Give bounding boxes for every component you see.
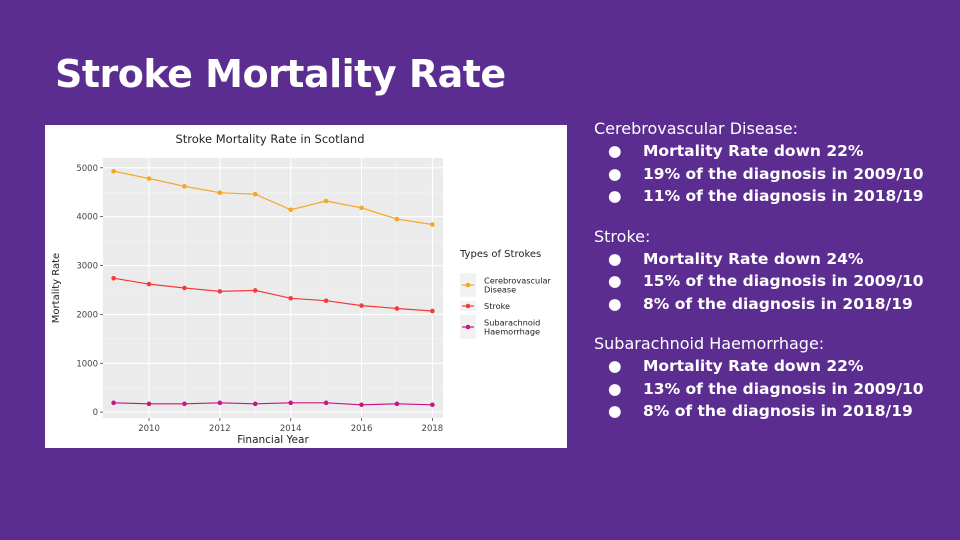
note-bullet: ● 8% of the diagnosis in 2018/19: [594, 293, 954, 316]
data-point: [182, 401, 187, 407]
note-bullet: ● Mortality Rate down 22%: [594, 355, 954, 378]
note-bullet-list: ● Mortality Rate down 22% ● 13% of the diag…: [594, 355, 954, 423]
data-point: [288, 400, 294, 406]
plot-background: [103, 158, 443, 418]
data-point: [359, 205, 364, 211]
data-point: [146, 401, 152, 407]
legend-title: Types of Strokes: [459, 249, 541, 260]
series-line-1: [113, 277, 433, 312]
bullet-dot-icon: ●: [608, 379, 622, 398]
data-point: [394, 306, 400, 311]
data-point: [111, 275, 116, 281]
note-bullet: ● 19% of the diagnosis in 2009/10: [594, 163, 954, 186]
data-point: [146, 281, 152, 287]
data-point: [217, 289, 223, 294]
note-bullet-text: 13% of the diagnosis in 2009/10: [643, 379, 924, 398]
note-bullet: ● 13% of the diagnosis in 2009/10: [594, 378, 954, 401]
x-tick-label: 2010: [138, 424, 160, 434]
data-point: [394, 401, 400, 407]
slide-title: Stroke Mortality Rate: [55, 52, 506, 96]
summary-notes: Cerebrovascular Disease: ● Mortality Rate …: [594, 118, 954, 441]
data-point: [111, 400, 116, 406]
y-tick-label: 5000: [76, 164, 98, 174]
chart-title: Stroke Mortality Rate in Scotland: [175, 132, 364, 146]
note-heading: Cerebrovascular Disease:: [594, 119, 799, 138]
note-bullet-text: 11% of the diagnosis in 2018/19: [643, 187, 924, 205]
bullet-dot-icon: ●: [608, 187, 622, 205]
data-point: [430, 402, 435, 408]
data-point: [217, 400, 223, 406]
data-point: [288, 295, 294, 301]
data-point: [252, 191, 258, 197]
y-axis-label: Mortality Rate: [51, 253, 62, 323]
note-heading: Stroke:: [594, 226, 651, 246]
data-point: [323, 400, 329, 406]
bullet-dot-icon: ●: [608, 142, 622, 160]
y-tick-label: 2000: [76, 310, 98, 320]
note-bullet-list: ● Mortality Rate down 22% ● 19% of the diag…: [594, 140, 954, 208]
data-point: [252, 401, 258, 407]
chart-panel: Stroke Mortality Rate in Scotland 0 1000 2…: [45, 125, 567, 448]
y-tick-label: 4000: [76, 213, 98, 223]
series-line-2: [113, 402, 433, 406]
legend-key-point: [465, 303, 471, 309]
data-point: [182, 285, 187, 291]
bullet-dot-icon: ●: [608, 294, 622, 313]
x-tick-label: 2018: [422, 424, 444, 434]
y-tick-label: 3000: [76, 262, 98, 272]
bullet-dot-icon: ●: [608, 402, 622, 420]
note-bullet: ● 11% of the diagnosis in 2018/19: [594, 185, 954, 208]
data-point: [323, 198, 329, 204]
legend-label: Stroke: [484, 301, 510, 311]
note-bullet: ● Mortality Rate down 24%: [594, 248, 954, 271]
data-point: [430, 222, 435, 227]
series-line-0: [113, 170, 433, 226]
legend-key-point: [465, 324, 471, 330]
data-point: [146, 176, 152, 181]
legend-label: Cerebrovascular Disease: [484, 276, 551, 295]
note-group: Stroke: ● Mortality Rate down 24% ● 15% of t…: [594, 226, 954, 316]
data-point: [111, 168, 116, 174]
note-bullet: ● 15% of the diagnosis in 2009/10: [594, 270, 954, 293]
data-marks: [111, 168, 435, 408]
note-group: Subarachnoid Haemorrhage: ● Mortality Rate…: [594, 333, 954, 423]
data-point: [217, 190, 223, 195]
x-tick-label: 2012: [209, 424, 231, 434]
note-bullet-text: Mortality Rate down 22%: [643, 142, 864, 160]
bullet-dot-icon: ●: [608, 249, 622, 268]
data-point: [252, 288, 258, 293]
bullet-dot-icon: ●: [608, 164, 622, 183]
legend-key-point: [465, 282, 471, 288]
data-point: [359, 303, 364, 308]
note-bullet-text: 8% of the diagnosis in 2018/19: [643, 402, 913, 420]
legend-label: Subarachnoid Haemorrhage: [484, 318, 540, 337]
y-tick-label: 1000: [76, 359, 98, 369]
note-bullet-text: Mortality Rate down 22%: [643, 357, 864, 375]
bullet-dot-icon: ●: [608, 357, 622, 375]
bullet-dot-icon: ●: [608, 272, 622, 290]
data-point: [394, 216, 400, 222]
data-point: [359, 402, 364, 408]
data-point: [323, 298, 329, 304]
data-point: [182, 184, 187, 189]
grid-lines: [103, 158, 443, 418]
axes: 0 1000 2000 3000 4000 5000 2010 2012 2014 2016 201…: [76, 164, 443, 434]
note-bullet-text: 8% of the diagnosis in 2018/19: [643, 294, 913, 313]
data-point: [430, 308, 435, 314]
note-bullet-text: 15% of the diagnosis in 2009/10: [643, 272, 924, 290]
note-bullet: ● 8% of the diagnosis in 2018/19: [594, 400, 954, 423]
note-heading: Subarachnoid Haemorrhage:: [594, 334, 825, 353]
y-tick-label: 0: [93, 408, 98, 418]
mortality-line-chart: Stroke Mortality Rate in Scotland 0 1000 2…: [51, 132, 551, 446]
note-group: Cerebrovascular Disease: ● Mortality Rate …: [594, 118, 954, 208]
data-point: [288, 207, 294, 213]
note-bullet-list: ● Mortality Rate down 24% ● 15% of the diag…: [594, 248, 954, 316]
legend: Cerebrovascular Disease Stroke Subarachnoid…: [460, 273, 551, 339]
x-tick-label: 2014: [280, 424, 302, 434]
note-bullet-text: 19% of the diagnosis in 2009/10: [643, 164, 924, 183]
note-bullet-text: Mortality Rate down 24%: [643, 249, 864, 268]
x-tick-label: 2016: [351, 424, 373, 434]
note-bullet: ● Mortality Rate down 22%: [594, 140, 954, 163]
x-axis-label: Financial Year: [237, 434, 309, 446]
